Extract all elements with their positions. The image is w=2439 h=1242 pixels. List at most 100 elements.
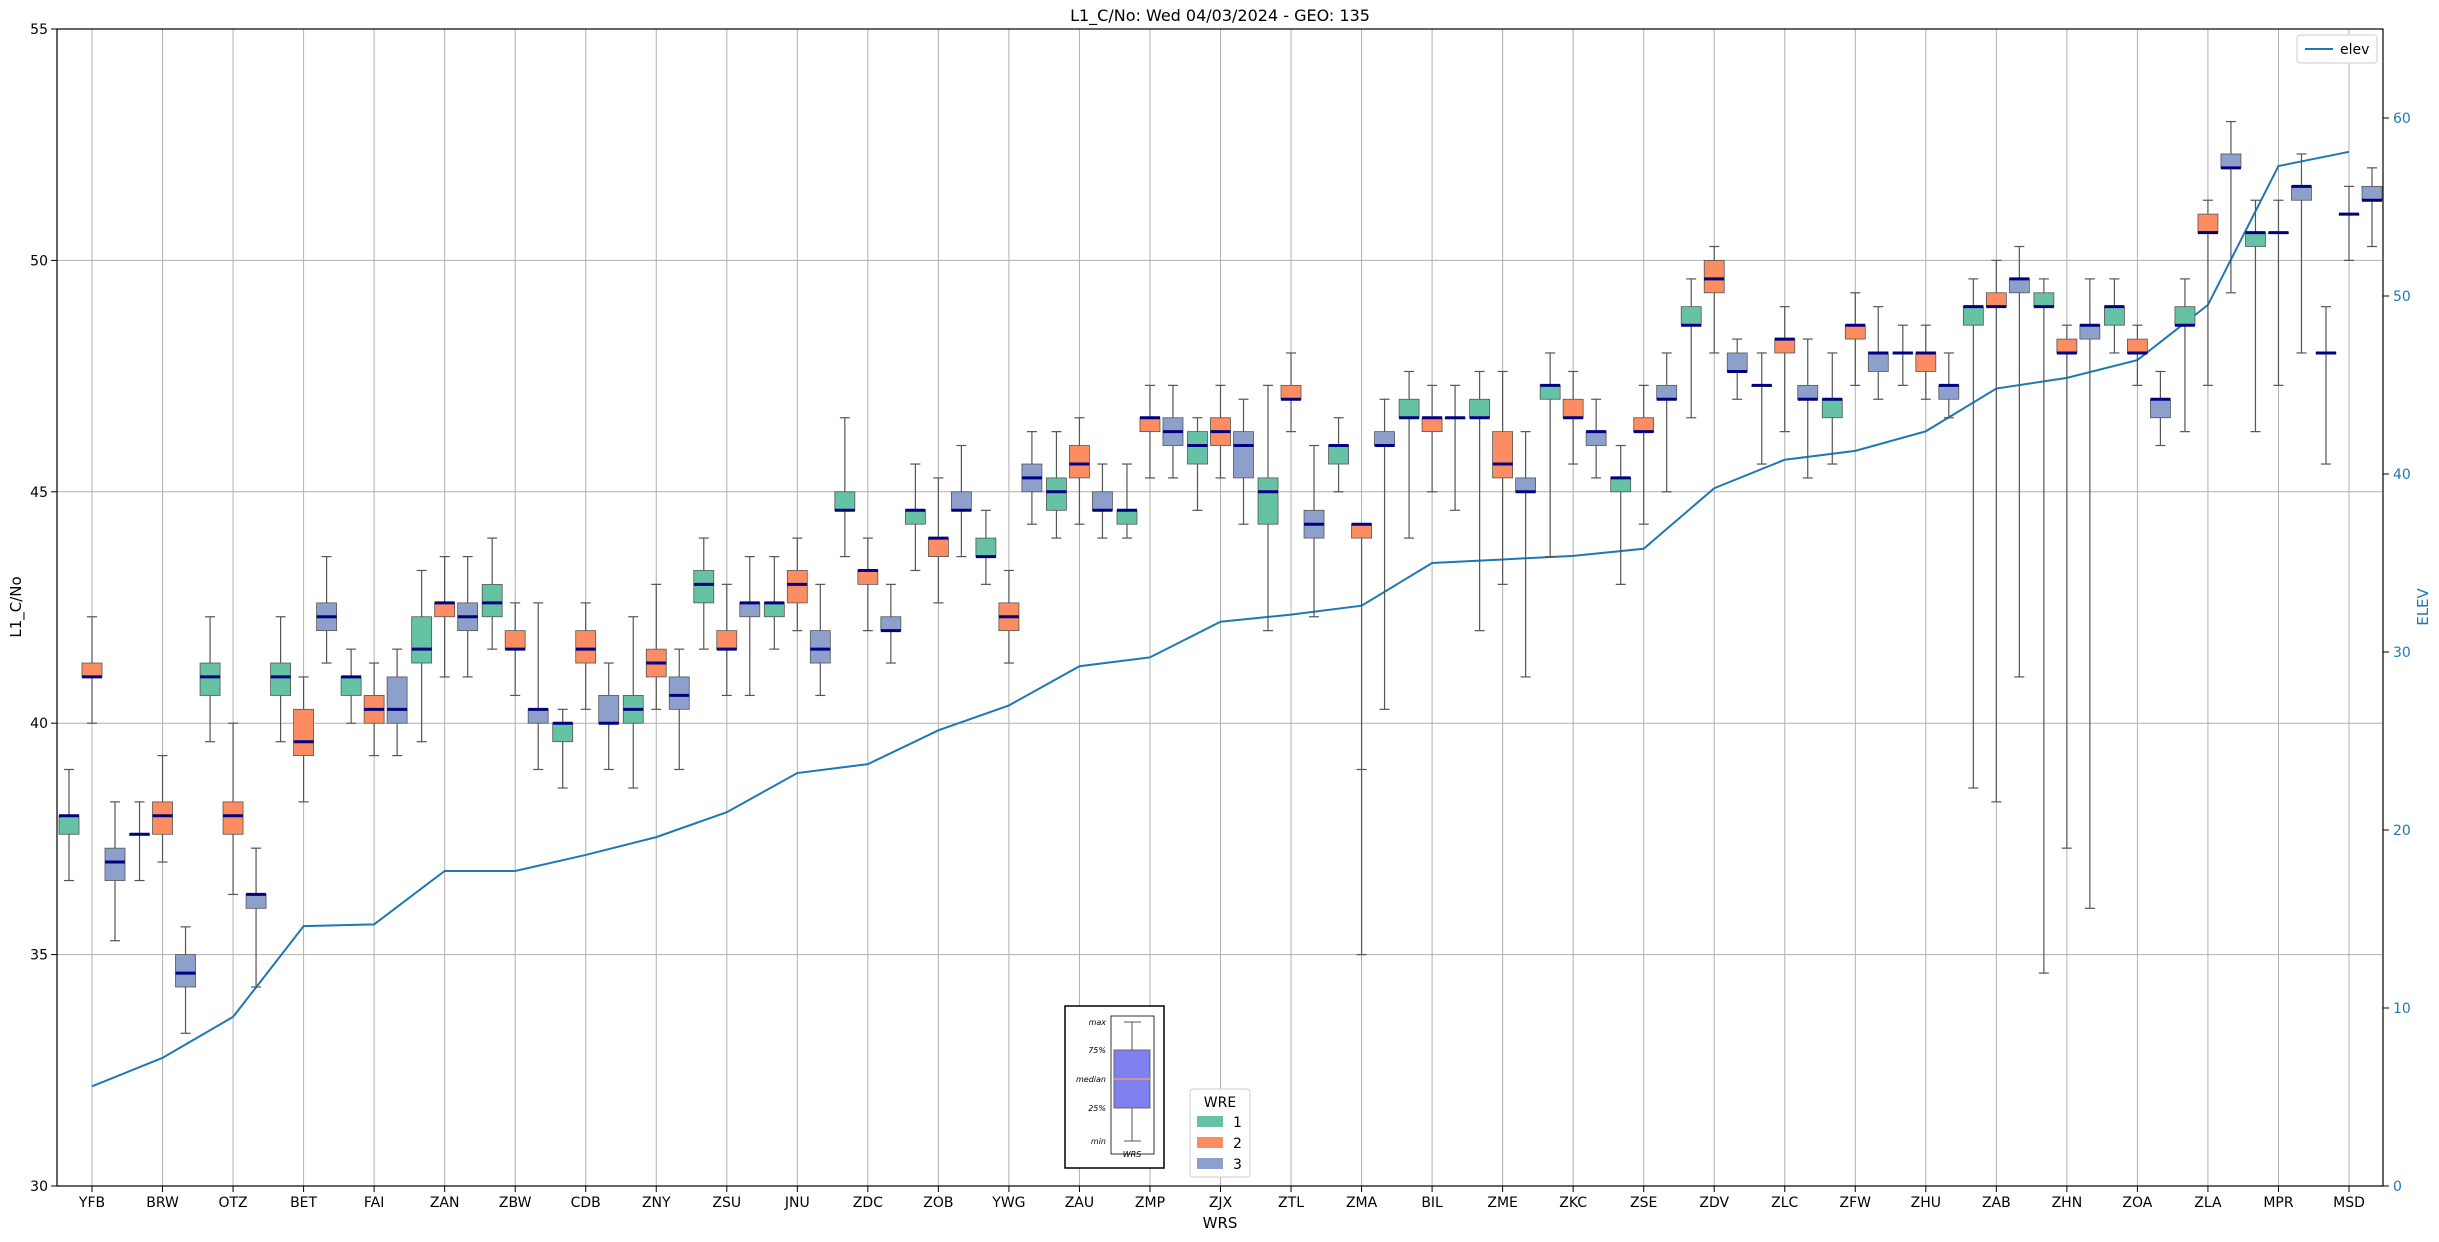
y-tick-label: 40 xyxy=(30,716,48,732)
box-OTZ-wre2 xyxy=(222,722,244,896)
box-ZFW-wre2 xyxy=(1844,292,1866,386)
x-tick-label: ZSE xyxy=(1630,1195,1657,1211)
iqr-box xyxy=(411,616,433,664)
iqr-box xyxy=(950,491,972,511)
x-tick-label: ZKC xyxy=(1559,1195,1587,1211)
iqr-box xyxy=(222,801,244,835)
iqr-box xyxy=(2150,398,2171,419)
legend-elev: elev xyxy=(2296,34,2378,64)
iqr-box xyxy=(598,695,620,724)
box-JNU-wre2 xyxy=(786,537,808,632)
box-ZNY-wre2 xyxy=(645,583,667,710)
legend-wre: WRE 1 2 3 xyxy=(1189,1088,1251,1178)
x-tick-label: BET xyxy=(290,1195,317,1211)
iqr-box xyxy=(1328,445,1349,465)
box-ZKC-wre3 xyxy=(1585,398,1607,479)
box-ZLA-wre2 xyxy=(2197,199,2219,386)
box-ZAU-wre3 xyxy=(1092,463,1113,539)
box-ZHN-wre1 xyxy=(2033,278,2055,974)
iqr-box xyxy=(199,662,221,696)
box-ZJX-wre3 xyxy=(1233,398,1254,525)
box-ZMP-wre2 xyxy=(1139,384,1161,479)
box-ZLC-wre1 xyxy=(1751,352,1773,465)
box-ZDV-wre2 xyxy=(1703,245,1725,354)
iqr-box xyxy=(834,491,856,511)
iqr-box xyxy=(1703,259,1725,294)
legend-wre-swatch-3 xyxy=(1197,1158,1223,1169)
x-tick-label: ZOA xyxy=(2122,1195,2152,1211)
y-axis-left: 30 35 40 45 50 55 xyxy=(30,22,57,1195)
box-ZLA-wre1 xyxy=(2174,278,2196,433)
iqr-box xyxy=(2361,185,2383,201)
iqr-box xyxy=(1233,431,1254,479)
box-ZMA-wre2 xyxy=(1351,522,1372,956)
box-ZSE-wre2 xyxy=(1633,384,1655,525)
box-YFB-wre2 xyxy=(81,616,103,724)
box-ZNY-wre1 xyxy=(622,616,644,789)
y-tick-label: 45 xyxy=(30,485,48,501)
iqr-box xyxy=(2174,306,2196,326)
boxplot-key-inset: max 75% median 25% min WRS xyxy=(1064,1005,1165,1169)
box-MSD-wre3 xyxy=(2361,167,2383,248)
box-ZKC-wre1 xyxy=(1539,352,1561,558)
x-tick-label: MPR xyxy=(2263,1195,2294,1211)
iqr-box xyxy=(1585,431,1607,446)
x-tick-label: ZMP xyxy=(1135,1195,1165,1211)
legend-wre-label-2: 2 xyxy=(1233,1136,1242,1152)
box-ZOA-wre2 xyxy=(2127,324,2148,386)
box-JNU-wre3 xyxy=(809,583,831,697)
iqr-box xyxy=(575,630,597,664)
iqr-box xyxy=(2056,338,2078,354)
iqr-box xyxy=(880,616,902,632)
y-axis-right: 0 10 20 30 40 50 60 xyxy=(2383,111,2411,1195)
iqr-box xyxy=(1257,477,1279,525)
iqr-box xyxy=(786,570,808,604)
iqr-box xyxy=(270,662,291,696)
iqr-box xyxy=(1867,352,1889,372)
iqr-box xyxy=(1726,352,1748,372)
box-ZDC-wre1 xyxy=(834,417,856,558)
box-ZME-wre2 xyxy=(1492,370,1514,585)
x-tick-label: ZMA xyxy=(1346,1195,1378,1211)
iqr-box xyxy=(1539,384,1561,400)
key-q1-label: 25% xyxy=(1088,1104,1106,1113)
box-ZDC-wre3 xyxy=(880,583,902,664)
box-MSD-wre1 xyxy=(2315,306,2337,465)
iqr-box xyxy=(1680,306,1702,326)
box-CDB-wre2 xyxy=(575,602,597,710)
x-tick-label: ZAB xyxy=(1982,1195,2011,1211)
iqr-box xyxy=(1562,398,1584,419)
box-OTZ-wre1 xyxy=(199,616,221,743)
iqr-box xyxy=(1821,398,1843,419)
iqr-box xyxy=(2291,185,2312,201)
x-tick-label: ZSU xyxy=(712,1195,741,1211)
y-tick-label: 55 xyxy=(30,22,48,38)
iqr-box xyxy=(2127,338,2148,354)
chart-title: L1_C/No: Wed 04/03/2024 - GEO: 135 xyxy=(1070,6,1370,26)
box-ZSU-wre1 xyxy=(693,537,715,650)
y-tick-label: 35 xyxy=(30,948,48,964)
box-YFB-wre3 xyxy=(104,801,126,942)
box-OTZ-wre3 xyxy=(245,847,267,988)
box-ZFW-wre1 xyxy=(1821,352,1843,465)
x-axis-label: WRS xyxy=(1203,1214,1238,1232)
box-FAI-wre3 xyxy=(386,648,408,757)
iqr-box xyxy=(481,583,503,618)
iqr-box xyxy=(2104,306,2125,326)
iqr-box xyxy=(2033,292,2055,308)
iqr-box xyxy=(504,630,526,650)
y-axis-label: L1_C/No xyxy=(7,576,26,637)
x-tick-label: ZJX xyxy=(1209,1195,1233,1211)
legend-wre-swatch-1 xyxy=(1197,1116,1223,1127)
box-BRW-wre3 xyxy=(175,926,196,1034)
x-tick-label: OTZ xyxy=(218,1195,247,1211)
iqr-box xyxy=(245,894,267,909)
iqr-box xyxy=(81,662,103,678)
box-ZTL-wre3 xyxy=(1303,444,1325,618)
box-FAI-wre2 xyxy=(363,662,385,757)
x-tick-label: ZDC xyxy=(853,1195,883,1211)
iqr-box xyxy=(1656,384,1678,400)
iqr-box xyxy=(552,722,574,743)
box-ZSE-wre1 xyxy=(1610,444,1632,585)
